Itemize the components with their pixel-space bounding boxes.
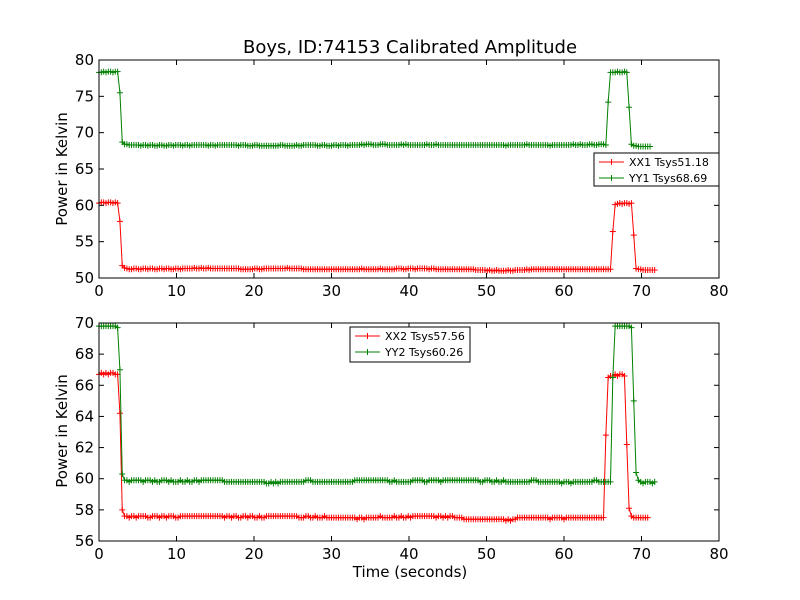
data-point-yy2 bbox=[607, 478, 614, 485]
data-point-yy1 bbox=[605, 99, 612, 106]
data-point-yy1 bbox=[602, 142, 609, 149]
data-point-xx1 bbox=[651, 267, 658, 274]
top-x-tick-label: 60 bbox=[554, 282, 573, 300]
data-point-xx2 bbox=[602, 432, 609, 439]
top-y-tick-label: 80 bbox=[75, 51, 94, 69]
legend-label-xx1: XX1 Tsys51.18 bbox=[629, 156, 709, 169]
bottom-panel: 0 10 20 30 40 50 60 70 80 56 58 60 62 64 66 68 70 Power … bbox=[53, 314, 729, 581]
bottom-y-tick-label: 68 bbox=[75, 345, 94, 363]
top-y-tick-label: 75 bbox=[75, 87, 94, 105]
top-legend-box bbox=[593, 152, 720, 187]
bottom-y-axis-label: Power in Kelvin bbox=[53, 374, 71, 488]
top-x-tick-label: 30 bbox=[322, 282, 341, 300]
top-series-layer bbox=[96, 68, 658, 274]
top-y-tick-label: 60 bbox=[75, 196, 94, 214]
data-point-xx1 bbox=[607, 266, 614, 273]
bottom-y-tick-label: 60 bbox=[75, 470, 94, 488]
data-point-xx2 bbox=[623, 441, 630, 448]
data-point-xx2 bbox=[626, 505, 633, 512]
bottom-x-tick-label: 0 bbox=[94, 545, 104, 563]
bottom-legend: XX2 Tsys57.56 YY2 Tsys60.26 bbox=[349, 326, 471, 363]
series-markers-yy1 bbox=[96, 68, 654, 150]
data-point-xx1 bbox=[630, 232, 637, 239]
top-x-tick-label: 10 bbox=[167, 282, 186, 300]
data-point-yy2 bbox=[609, 374, 616, 381]
data-point-xx2 bbox=[644, 514, 651, 521]
data-point-yy2 bbox=[628, 324, 635, 331]
top-x-tick-label: 40 bbox=[399, 282, 418, 300]
data-point-yy1 bbox=[626, 104, 633, 111]
data-point-xx1 bbox=[628, 200, 635, 207]
bottom-x-tick-label: 70 bbox=[632, 545, 651, 563]
data-point-yy1 bbox=[116, 89, 123, 96]
bottom-x-tick-label: 80 bbox=[709, 545, 728, 563]
bottom-y-tick-label: 70 bbox=[75, 314, 94, 332]
legend-marker-yy1 bbox=[608, 175, 615, 181]
bottom-x-tick-label: 10 bbox=[167, 545, 186, 563]
data-point-yy2 bbox=[116, 366, 123, 373]
top-x-tick-label: 80 bbox=[709, 282, 728, 300]
legend-marker-yy2 bbox=[364, 349, 371, 355]
top-legend: XX1 Tsys51.18 YY1 Tsys68.69 bbox=[593, 152, 720, 187]
legend-marker-xx2 bbox=[364, 333, 371, 339]
data-point-yy2 bbox=[633, 469, 640, 476]
data-point-xx2 bbox=[116, 410, 123, 417]
bottom-x-tick-label: 40 bbox=[399, 545, 418, 563]
data-point-xx2 bbox=[119, 506, 126, 513]
bottom-x-tick-label: 30 bbox=[322, 545, 341, 563]
bottom-y-tick-label: 64 bbox=[75, 407, 94, 425]
top-x-tick-label: 70 bbox=[632, 282, 651, 300]
data-point-xx2 bbox=[600, 514, 607, 521]
top-x-tick-label: 20 bbox=[244, 282, 263, 300]
legend-label-xx2: XX2 Tsys57.56 bbox=[385, 330, 465, 343]
top-x-tick-label: 50 bbox=[477, 282, 496, 300]
series-markers-xx2 bbox=[96, 369, 651, 524]
x-axis-label: Time (seconds) bbox=[352, 563, 468, 581]
bottom-series-layer bbox=[96, 323, 658, 524]
chart-title: Boys, ID:74153 Calibrated Amplitude bbox=[243, 37, 577, 58]
data-point-yy1 bbox=[647, 143, 654, 150]
bottom-x-tick-label: 60 bbox=[554, 545, 573, 563]
bottom-legend-box bbox=[349, 326, 471, 363]
bottom-ticks: 0 10 20 30 40 50 60 70 80 56 58 60 62 64 66 68 70 bbox=[75, 314, 729, 563]
top-y-axis-label: Power in Kelvin bbox=[53, 112, 71, 226]
data-point-yy2 bbox=[651, 478, 658, 485]
top-y-tick-label: 50 bbox=[75, 269, 94, 287]
series-markers-yy2 bbox=[96, 323, 658, 487]
data-point-yy1 bbox=[623, 69, 630, 76]
bottom-y-tick-label: 62 bbox=[75, 439, 94, 457]
bottom-y-tick-label: 66 bbox=[75, 376, 94, 394]
top-y-tick-label: 55 bbox=[75, 233, 94, 251]
top-panel: 0 10 20 30 40 50 60 70 80 50 55 60 65 70 75 80 Power in… bbox=[53, 51, 729, 300]
legend-label-yy1: YY1 Tsys68.69 bbox=[628, 172, 707, 185]
legend-marker-xx1 bbox=[608, 159, 615, 165]
data-point-yy2 bbox=[630, 397, 637, 404]
bottom-y-tick-label: 56 bbox=[75, 532, 94, 550]
top-y-tick-label: 70 bbox=[75, 124, 94, 142]
top-y-tick-label: 65 bbox=[75, 160, 94, 178]
data-point-yy2 bbox=[119, 471, 126, 478]
data-point-xx1 bbox=[609, 228, 616, 235]
data-point-yy2 bbox=[114, 324, 121, 331]
data-point-yy1 bbox=[114, 68, 121, 75]
legend-label-yy2: YY2 Tsys60.26 bbox=[384, 346, 463, 359]
top-x-tick-label: 0 bbox=[94, 282, 104, 300]
bottom-x-tick-label: 50 bbox=[477, 545, 496, 563]
data-point-xx2 bbox=[621, 372, 628, 379]
top-ticks: 0 10 20 30 40 50 60 70 80 50 55 60 65 70 75 80 bbox=[75, 51, 729, 300]
bottom-x-tick-label: 20 bbox=[244, 545, 263, 563]
data-point-xx1 bbox=[114, 200, 121, 207]
series-markers-xx1 bbox=[96, 199, 658, 274]
data-point-xx1 bbox=[116, 218, 123, 225]
bottom-y-tick-label: 58 bbox=[75, 501, 94, 519]
